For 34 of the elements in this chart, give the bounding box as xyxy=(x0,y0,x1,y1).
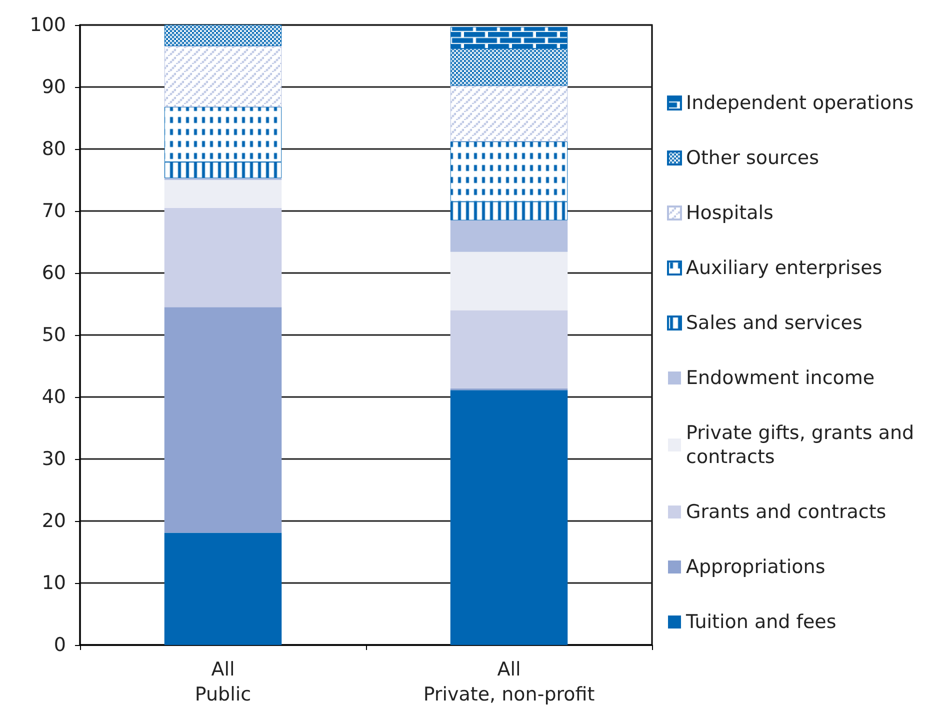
bar xyxy=(450,220,568,252)
y-tick-label: 70 xyxy=(42,200,66,222)
bar xyxy=(164,208,282,308)
legend-label: Tuition and fees xyxy=(685,611,836,633)
legend-label: Auxiliary enterprises xyxy=(686,257,882,279)
y-tick-label: 0 xyxy=(54,634,66,656)
legend-label: Hospitals xyxy=(686,202,774,224)
legend-label: Other sources xyxy=(686,147,819,169)
y-tick-label: 40 xyxy=(42,386,66,408)
legend-label: Appropriations xyxy=(686,556,826,578)
x-tick-label: All Private, non-profit xyxy=(423,658,595,706)
y-tick-label: 100 xyxy=(30,14,66,36)
y-tick-label: 30 xyxy=(42,448,66,470)
bar xyxy=(164,24,282,46)
legend-label: Grants and contracts xyxy=(686,501,886,523)
bar xyxy=(450,252,568,310)
bar xyxy=(164,307,282,533)
legend-label: Private gifts, grants and contracts xyxy=(686,422,920,468)
x-tick-label: All Public xyxy=(194,658,252,706)
bar xyxy=(450,390,568,645)
y-tick-label: 90 xyxy=(42,76,66,98)
legend-label: Sales and services xyxy=(686,312,862,334)
bar xyxy=(164,180,282,208)
y-tick-label: 20 xyxy=(42,510,66,532)
legend-label: Endowment income xyxy=(686,367,875,389)
bar xyxy=(164,46,282,107)
bar xyxy=(450,86,568,142)
legend-label: Independent operations xyxy=(686,92,914,114)
y-tick-label: 10 xyxy=(42,572,66,594)
y-tick-label: 60 xyxy=(42,262,66,284)
bar xyxy=(450,310,568,388)
y-tick-label: 50 xyxy=(42,324,66,346)
bar xyxy=(164,532,282,645)
y-tick-label: 80 xyxy=(42,138,66,160)
